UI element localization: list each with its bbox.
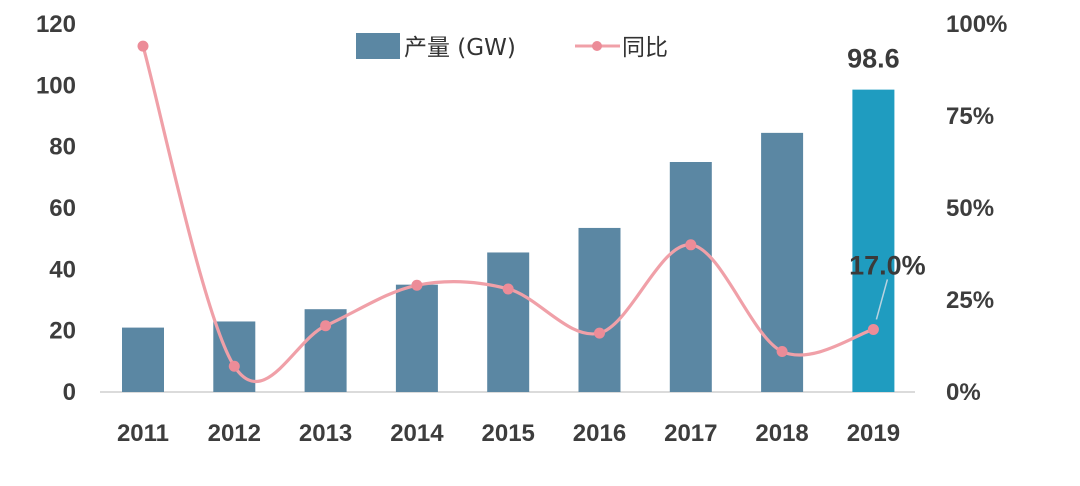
line-point <box>594 327 605 339</box>
line-point <box>776 346 788 358</box>
bar <box>669 162 712 392</box>
left-axis: 0 20 40 60 80 100 120 <box>36 11 76 406</box>
right-tick-label: 0% <box>946 379 981 406</box>
line-value-label-2019: 17.0% <box>849 250 926 280</box>
right-tick-label: 50% <box>946 195 994 222</box>
bar <box>852 89 895 393</box>
legend-line-marker <box>592 41 602 51</box>
x-tick-label: 2013 <box>299 420 352 447</box>
x-axis: 2011 2012 2013 2014 2015 2016 2017 2018 2019 <box>117 420 900 447</box>
legend: 产量 (GW) 同比 <box>356 33 668 61</box>
left-tick-label: 60 <box>49 195 76 222</box>
left-tick-label: 100 <box>36 72 76 99</box>
x-tick-label: 2019 <box>847 420 900 447</box>
left-tick-label: 80 <box>49 134 76 161</box>
right-tick-label: 100% <box>946 11 1007 38</box>
line-point <box>685 239 697 251</box>
bar-series <box>122 89 895 393</box>
line-point <box>228 360 240 372</box>
data-labels: 98.6 17.0% <box>847 44 926 320</box>
left-tick-label: 20 <box>49 318 76 345</box>
line-point <box>320 320 332 332</box>
left-tick-label: 40 <box>49 256 76 283</box>
line-point <box>411 279 423 291</box>
yoy-markers <box>137 40 879 372</box>
bar <box>578 227 621 392</box>
bar-value-label-2019: 98.6 <box>847 44 900 74</box>
line-point <box>502 283 514 295</box>
x-tick-label: 2014 <box>390 420 444 447</box>
legend-bar-swatch <box>356 33 400 59</box>
right-axis: 0% 25% 50% 75% 100% <box>946 11 1007 406</box>
x-tick-label: 2016 <box>573 420 626 447</box>
right-tick-label: 75% <box>946 103 994 130</box>
x-tick-label: 2012 <box>208 420 261 447</box>
bar <box>487 252 530 392</box>
line-point <box>867 323 879 335</box>
left-tick-label: 0 <box>63 379 76 406</box>
x-tick-label: 2015 <box>482 420 535 447</box>
line-point <box>137 40 149 52</box>
x-tick-label: 2017 <box>664 420 717 447</box>
x-tick-label: 2011 <box>117 420 169 447</box>
legend-line-label: 同比 <box>622 35 668 61</box>
legend-bar-label: 产量 (GW) <box>404 35 516 61</box>
bar <box>395 284 438 392</box>
right-tick-label: 25% <box>946 287 994 314</box>
callout-leader-line <box>875 279 889 320</box>
bar <box>122 327 164 392</box>
x-tick-label: 2018 <box>755 420 808 447</box>
left-tick-label: 120 <box>36 11 76 38</box>
